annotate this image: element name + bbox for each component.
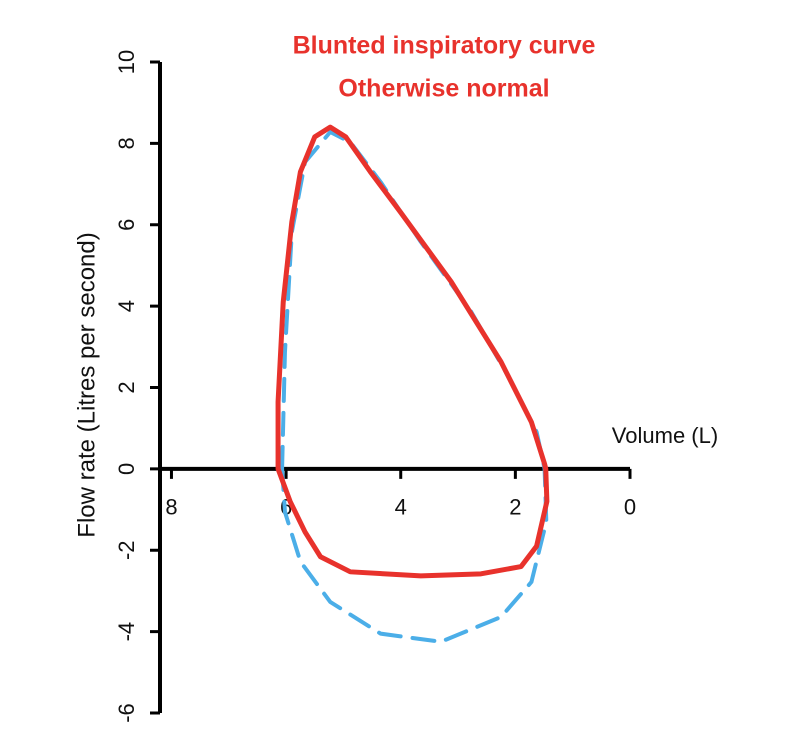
chart-subtitle: Otherwise normal xyxy=(338,75,549,103)
y-tick-label: 8 xyxy=(114,137,139,149)
y-tick-label: -2 xyxy=(114,540,139,560)
y-tick-label: 0 xyxy=(114,463,139,475)
y-tick-label: 10 xyxy=(114,50,139,74)
series-line xyxy=(280,129,549,644)
y-axis-label: Flow rate (Litres per second) xyxy=(73,232,100,537)
y-tick-label: 2 xyxy=(114,381,139,393)
series-line xyxy=(275,124,550,579)
x-tick-label: 0 xyxy=(624,495,636,520)
x-tick-label: 4 xyxy=(395,495,407,520)
y-tick-label: -6 xyxy=(114,703,139,723)
x-axis-label: Volume (L) xyxy=(612,423,718,448)
y-tick-label: 4 xyxy=(114,300,139,312)
y-tick-label: 6 xyxy=(114,219,139,231)
x-tick-label: 8 xyxy=(165,495,177,520)
y-tick-label: -4 xyxy=(114,622,139,642)
x-tick-label: 2 xyxy=(509,495,521,520)
chart-title: Blunted inspiratory curve xyxy=(293,32,596,60)
